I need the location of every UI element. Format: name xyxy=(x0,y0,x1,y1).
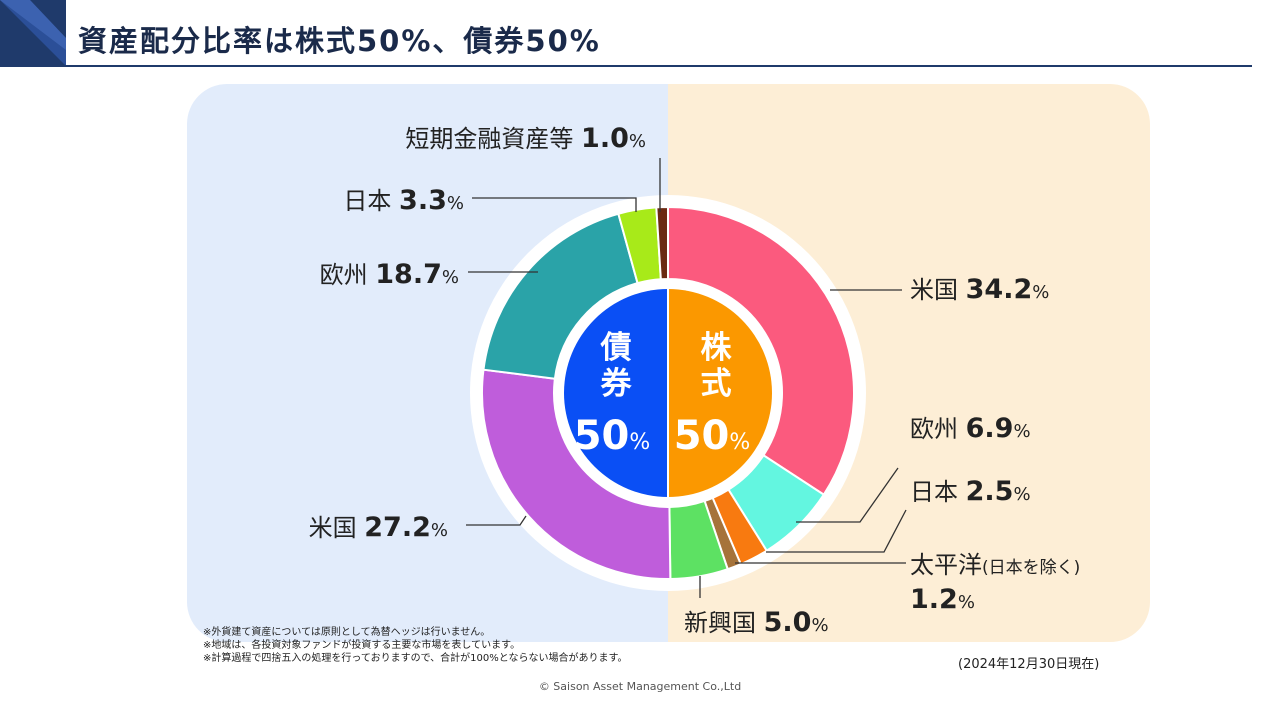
inner-slice-bond xyxy=(564,289,668,497)
footnotes: ※外貨建て資産については原則として為替ヘッジは行いません。 ※地域は、各投資対象… xyxy=(203,626,627,665)
label-equity-pacific-value: 1.2% xyxy=(910,584,975,615)
center-label-bond: 券 xyxy=(601,366,633,402)
leader-line xyxy=(472,197,637,212)
label-bond-us: 米国 27.2% xyxy=(309,512,448,543)
center-label-equity: 株 xyxy=(701,330,733,366)
leader-line xyxy=(466,515,527,526)
center-label-bond: 債 xyxy=(600,330,632,366)
inner-slice-equity xyxy=(668,289,772,497)
center-value: 50% xyxy=(574,413,651,459)
corner-accent xyxy=(0,0,66,66)
leader-line xyxy=(766,509,907,553)
label-equity-us: 米国 34.2% xyxy=(910,274,1049,305)
label-equity-japan: 日本 2.5% xyxy=(910,476,1031,507)
footnote: ※地域は、各投資対象ファンドが投資する主要な市場を表しています。 xyxy=(203,640,521,651)
label-equity-europe: 欧州 6.9% xyxy=(910,413,1031,444)
leader-line xyxy=(796,467,899,523)
footnote: ※外貨建て資産については原則として為替ヘッジは行いません。 xyxy=(203,627,491,638)
center-label-equity: 式 xyxy=(701,366,732,402)
title-underline xyxy=(0,65,1252,67)
page-title: 資産配分比率は株式50%、債券50% xyxy=(78,24,601,58)
label-bond-europe: 欧州 18.7% xyxy=(320,259,459,290)
footnote: ※計算過程で四捨五入の処理を行っておりますので、合計が100%とならない場合があ… xyxy=(203,653,628,664)
label-bond-japan: 日本 3.3% xyxy=(343,185,464,216)
label-equity-pacific: 太平洋(日本を除く) xyxy=(910,551,1080,579)
center-value: 50% xyxy=(674,413,751,459)
copyright: © Saison Asset Management Co.,Ltd xyxy=(538,680,742,693)
label-short-term: 短期金融資産等 1.0% xyxy=(405,123,646,154)
as-of-date: (2024年12月30日現在) xyxy=(958,657,1100,672)
label-equity-emerging: 新興国 5.0% xyxy=(684,607,829,638)
